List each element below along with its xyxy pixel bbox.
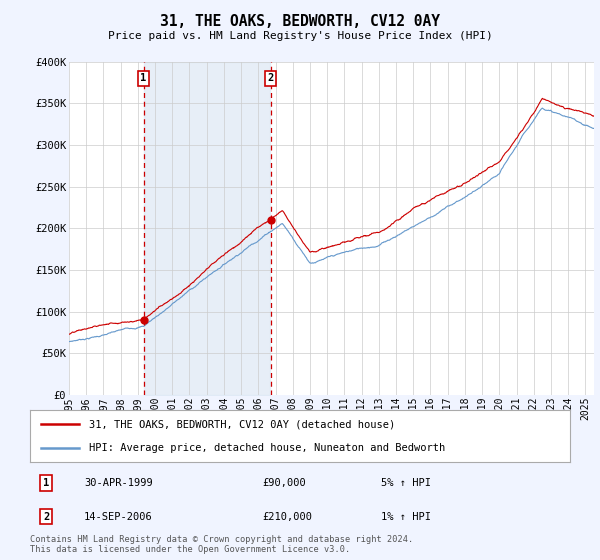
Text: £210,000: £210,000 xyxy=(262,512,312,521)
Text: Price paid vs. HM Land Registry's House Price Index (HPI): Price paid vs. HM Land Registry's House … xyxy=(107,31,493,41)
Text: 2: 2 xyxy=(268,73,274,83)
Text: 31, THE OAKS, BEDWORTH, CV12 0AY (detached house): 31, THE OAKS, BEDWORTH, CV12 0AY (detach… xyxy=(89,419,395,430)
Text: 1: 1 xyxy=(140,73,146,83)
Text: 14-SEP-2006: 14-SEP-2006 xyxy=(84,512,153,521)
Text: Contains HM Land Registry data © Crown copyright and database right 2024.
This d: Contains HM Land Registry data © Crown c… xyxy=(30,535,413,554)
Text: 1% ↑ HPI: 1% ↑ HPI xyxy=(381,512,431,521)
Text: £90,000: £90,000 xyxy=(262,478,306,488)
Text: 2: 2 xyxy=(43,512,49,521)
Text: 31, THE OAKS, BEDWORTH, CV12 0AY: 31, THE OAKS, BEDWORTH, CV12 0AY xyxy=(160,14,440,29)
Text: 30-APR-1999: 30-APR-1999 xyxy=(84,478,153,488)
Text: 5% ↑ HPI: 5% ↑ HPI xyxy=(381,478,431,488)
Text: 1: 1 xyxy=(43,478,49,488)
Text: HPI: Average price, detached house, Nuneaton and Bedworth: HPI: Average price, detached house, Nune… xyxy=(89,443,446,453)
